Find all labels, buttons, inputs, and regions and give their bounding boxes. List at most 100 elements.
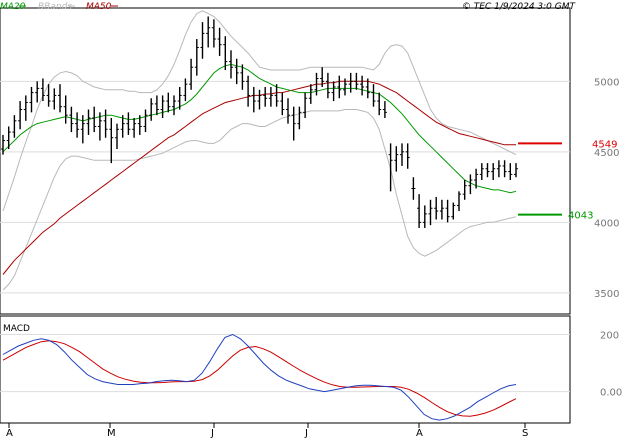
price-bar: [405, 143, 410, 169]
price-bar: [29, 86, 34, 113]
price-panel-frame: [0, 7, 571, 315]
price-bar: [457, 191, 461, 212]
price-bar: [354, 72, 359, 90]
price-bar: [183, 78, 188, 102]
macd-lines: [2, 333, 517, 421]
price-bar: [75, 112, 80, 138]
bollinger-bands: [2, 10, 517, 291]
price-bar: [314, 72, 319, 96]
ma50-line-group: [2, 80, 516, 275]
price-bar: [474, 168, 479, 189]
legend-ma20-label: MA20: [0, 2, 26, 12]
price-bar: [149, 98, 154, 121]
price-bar: [115, 123, 119, 150]
price-bar: [251, 86, 256, 113]
price-bar: [502, 160, 507, 178]
price-bar: [445, 199, 450, 223]
price-bar: [160, 95, 165, 118]
price-y-ticks: 3500 4000 4500 5000: [594, 77, 619, 300]
price-bar: [217, 27, 222, 56]
price-bar: [491, 163, 496, 181]
price-bar: [1, 134, 5, 155]
price-bar: [468, 174, 473, 195]
price-bar: [63, 95, 68, 124]
price-bar: [325, 72, 330, 99]
legend: MA20 BBands MA50: [0, 2, 118, 12]
price-bar: [462, 180, 467, 200]
price-bar: [40, 78, 45, 102]
price-bar: [268, 86, 273, 107]
macd-gridlines: [0, 334, 570, 393]
price-bar: [428, 199, 433, 226]
price-y-tick-label: 3500: [594, 289, 619, 300]
price-bar: [52, 88, 57, 110]
price-bar: [166, 92, 171, 113]
price-bar: [23, 95, 28, 121]
macd-y-tick-label: 200: [600, 331, 619, 342]
macd-y-ticks: 200 0.00: [600, 331, 622, 399]
price-bar: [189, 58, 194, 90]
copyright-text: © TEC 1/9/2024 3:0 GMT: [462, 2, 577, 12]
bbands-lower-line: [2, 109, 517, 291]
price-bar: [58, 84, 62, 113]
price-bar: [343, 78, 347, 96]
price-bar: [377, 92, 382, 116]
price-bar: [297, 106, 302, 130]
price-bar: [331, 81, 336, 102]
price-bar: [365, 78, 370, 99]
price-bar: [417, 194, 422, 228]
price-bar: [434, 196, 439, 220]
price-bar: [18, 101, 23, 130]
price-bar: [240, 64, 245, 90]
price-bar: [103, 109, 108, 138]
price-bar: [229, 50, 233, 79]
price-bar: [6, 126, 11, 150]
price-bar: [206, 16, 211, 48]
price-bar: [137, 115, 142, 135]
level-label: 4043: [568, 211, 593, 222]
macd-panel-frame: [0, 315, 571, 424]
price-bar: [211, 19, 216, 48]
macd-line: [2, 333, 517, 421]
x-tick-label: M: [107, 428, 116, 439]
price-bar: [143, 109, 148, 133]
price-bar: [177, 86, 182, 110]
price-bar: [439, 199, 444, 220]
price-y-tick-label: 4000: [594, 218, 619, 229]
ma20-line: [2, 63, 517, 194]
x-tick-label: J: [304, 428, 308, 439]
price-bar: [286, 98, 290, 124]
price-bar: [223, 36, 228, 71]
price-bar: [86, 109, 91, 135]
legend-ma50-label: MA50: [86, 2, 112, 12]
price-bar: [263, 86, 268, 107]
x-tick-label: J: [210, 428, 214, 439]
price-bar: [514, 163, 518, 178]
macd-y-tick-label: 0.00: [600, 388, 622, 399]
ma20-line-group: [2, 63, 517, 194]
price-bar: [80, 115, 85, 144]
price-bar: [97, 112, 102, 141]
price-bar: [348, 72, 353, 93]
price-bar: [303, 92, 308, 118]
price-bar: [132, 117, 137, 138]
price-bar: [451, 202, 456, 220]
price-bar: [92, 106, 97, 133]
price-bar: [371, 84, 376, 107]
price-bar: [508, 163, 513, 181]
price-bar: [257, 89, 262, 110]
macd-signal-line: [2, 340, 517, 417]
price-bar: [274, 84, 279, 107]
price-bar: [35, 81, 40, 103]
price-bar: [126, 112, 131, 135]
level-label: 4549: [592, 139, 617, 150]
price-bar: [308, 84, 313, 104]
price-bar: [422, 205, 427, 228]
price-bar: [12, 115, 17, 138]
price-y-tick-label: 5000: [594, 77, 619, 88]
price-bar: [320, 67, 325, 87]
price-bar: [46, 84, 51, 107]
bbands-upper-line: [2, 10, 517, 212]
